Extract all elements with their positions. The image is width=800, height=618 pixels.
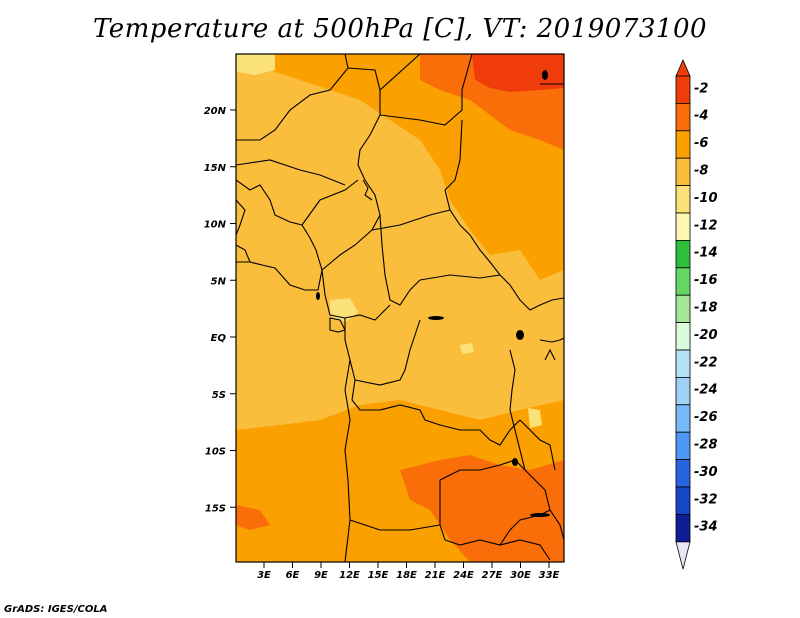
field-cool-patch-b bbox=[528, 408, 542, 428]
legend-label: -4 bbox=[694, 109, 708, 124]
legend-label: -26 bbox=[694, 410, 718, 425]
field-cool-patch-c bbox=[460, 343, 474, 354]
legend-swatch bbox=[675, 212, 691, 241]
legend-label: -20 bbox=[694, 328, 718, 343]
lon-label: 21E bbox=[425, 570, 446, 581]
legend-swatch bbox=[675, 75, 691, 104]
legend-swatch bbox=[675, 376, 691, 406]
lon-label: 3E bbox=[257, 570, 271, 581]
legend-bottom-arrow bbox=[675, 541, 691, 570]
legend-swatch bbox=[675, 431, 691, 461]
field-cool-northwest bbox=[236, 54, 275, 75]
legend-swatch bbox=[675, 267, 691, 296]
temperature-field bbox=[236, 54, 564, 562]
field-warmer-south bbox=[400, 455, 564, 562]
map-frame bbox=[235, 53, 565, 563]
longitude-axis: 3E 6E 9E 12E 15E 18E 21E 24E 27E 30E 33E bbox=[257, 562, 560, 581]
lat-label: 15S bbox=[205, 503, 226, 514]
field-hottest-northeast bbox=[472, 54, 564, 92]
legend-label: -24 bbox=[694, 383, 718, 398]
legend-swatch bbox=[675, 514, 691, 543]
legend-label: -10 bbox=[694, 191, 718, 206]
legend-swatch bbox=[675, 322, 691, 351]
legend-label: -18 bbox=[694, 301, 718, 316]
legend-label: -12 bbox=[694, 218, 718, 233]
lon-label: 18E bbox=[396, 570, 417, 581]
lakes bbox=[316, 70, 550, 517]
lat-label: 5N bbox=[211, 276, 227, 287]
legend-label: -22 bbox=[694, 355, 718, 370]
lat-label: 20N bbox=[204, 106, 227, 117]
lat-label: EQ bbox=[211, 333, 227, 344]
lat-label: 10S bbox=[205, 447, 226, 458]
legend-label: -28 bbox=[694, 438, 718, 453]
field-warmer-southwest bbox=[236, 505, 270, 530]
footer-credit: GrADS: IGES/COLA bbox=[4, 604, 108, 615]
legend-swatch bbox=[675, 239, 691, 269]
legend-label: -32 bbox=[694, 492, 718, 507]
color-legend: -2 -4 -6 -8 -10 -12 -14 -16 -18 -20 -22 -24 -26 -28 -3… bbox=[675, 59, 718, 570]
legend-swatch bbox=[675, 459, 691, 488]
legend-label: -8 bbox=[694, 164, 708, 179]
legend-label: -14 bbox=[694, 246, 718, 261]
lat-label: 10N bbox=[204, 220, 227, 231]
lon-label: 33E bbox=[539, 570, 560, 581]
latitude-axis: 20N 15N 10N 5N EQ 5S 10S 15S bbox=[204, 106, 236, 514]
lat-label: 15N bbox=[204, 163, 227, 174]
lon-label: 24E bbox=[453, 570, 474, 581]
legend-swatch bbox=[675, 294, 691, 324]
legend-swatch bbox=[675, 130, 691, 159]
lon-label: 15E bbox=[368, 570, 389, 581]
legend-swatch bbox=[675, 185, 691, 214]
map-title: Temperature at 500hPa [C], VT: 201907310… bbox=[92, 14, 708, 44]
legend-label: -34 bbox=[694, 520, 718, 535]
legend-label: -6 bbox=[694, 136, 708, 151]
legend-swatch bbox=[675, 103, 691, 132]
legend-label: -30 bbox=[694, 465, 718, 480]
field-warm-north bbox=[236, 54, 564, 280]
lon-label: 30E bbox=[510, 570, 531, 581]
legend-label: -2 bbox=[694, 81, 708, 96]
legend-swatch bbox=[675, 349, 691, 378]
legend-top-arrow bbox=[675, 59, 691, 77]
lon-label: 12E bbox=[339, 570, 360, 581]
legend-swatch bbox=[675, 486, 691, 515]
legend-swatch bbox=[675, 157, 691, 186]
lon-label: 6E bbox=[286, 570, 300, 581]
lon-label: 9E bbox=[314, 570, 328, 581]
lon-label: 27E bbox=[482, 570, 503, 581]
lat-label: 5S bbox=[212, 390, 226, 401]
legend-label: -16 bbox=[694, 273, 718, 288]
legend-swatch bbox=[675, 404, 691, 433]
